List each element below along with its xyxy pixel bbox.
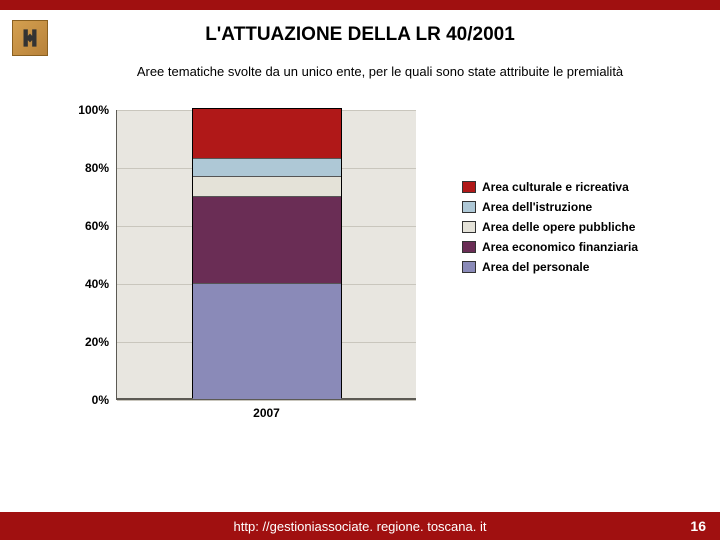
legend-label: Area del personale (482, 260, 589, 274)
bar-segment (193, 176, 341, 196)
legend-label: Area delle opere pubbliche (482, 220, 635, 234)
legend-item: Area delle opere pubbliche (462, 220, 682, 234)
y-tick-label: 100% (78, 103, 109, 117)
legend-item: Area economico finanziaria (462, 240, 682, 254)
region-logo (12, 20, 48, 56)
legend-swatch (462, 261, 476, 273)
top-bar (0, 0, 720, 10)
footer-bar: http: //gestioniassociate. regione. tosc… (0, 512, 720, 540)
bar-segment (193, 109, 341, 158)
y-tick-label: 0% (92, 393, 109, 407)
bar-segment (193, 283, 341, 399)
legend-swatch (462, 201, 476, 213)
y-tick-label: 40% (85, 277, 109, 291)
y-tick-label: 60% (85, 219, 109, 233)
x-category-label: 2007 (253, 406, 280, 420)
legend-label: Area culturale e ricreativa (482, 180, 629, 194)
legend-item: Area dell'istruzione (462, 200, 682, 214)
stacked-bar (192, 108, 342, 398)
legend-item: Area del personale (462, 260, 682, 274)
y-tick-label: 20% (85, 335, 109, 349)
footer-url: http: //gestioniassociate. regione. tosc… (234, 519, 487, 534)
page-title: L'ATTUAZIONE DELLA LR 40/2001 (0, 10, 720, 46)
legend-label: Area dell'istruzione (482, 200, 592, 214)
bar-segment (193, 158, 341, 175)
bar-segment (193, 196, 341, 283)
plot-area: 0%20%40%60%80%100%2007 (116, 110, 416, 400)
stacked-bar-chart: 0%20%40%60%80%100%2007 Area culturale e … (62, 110, 682, 440)
page-number: 16 (690, 518, 706, 534)
legend-swatch (462, 221, 476, 233)
legend-label: Area economico finanziaria (482, 240, 638, 254)
legend-swatch (462, 181, 476, 193)
legend-item: Area culturale e ricreativa (462, 180, 682, 194)
grid-line (117, 400, 416, 401)
page-subtitle: Aree tematiche svolte da un unico ente, … (0, 46, 720, 79)
y-tick-label: 80% (85, 161, 109, 175)
chart-legend: Area culturale e ricreativa Area dell'ist… (462, 180, 682, 280)
legend-swatch (462, 241, 476, 253)
